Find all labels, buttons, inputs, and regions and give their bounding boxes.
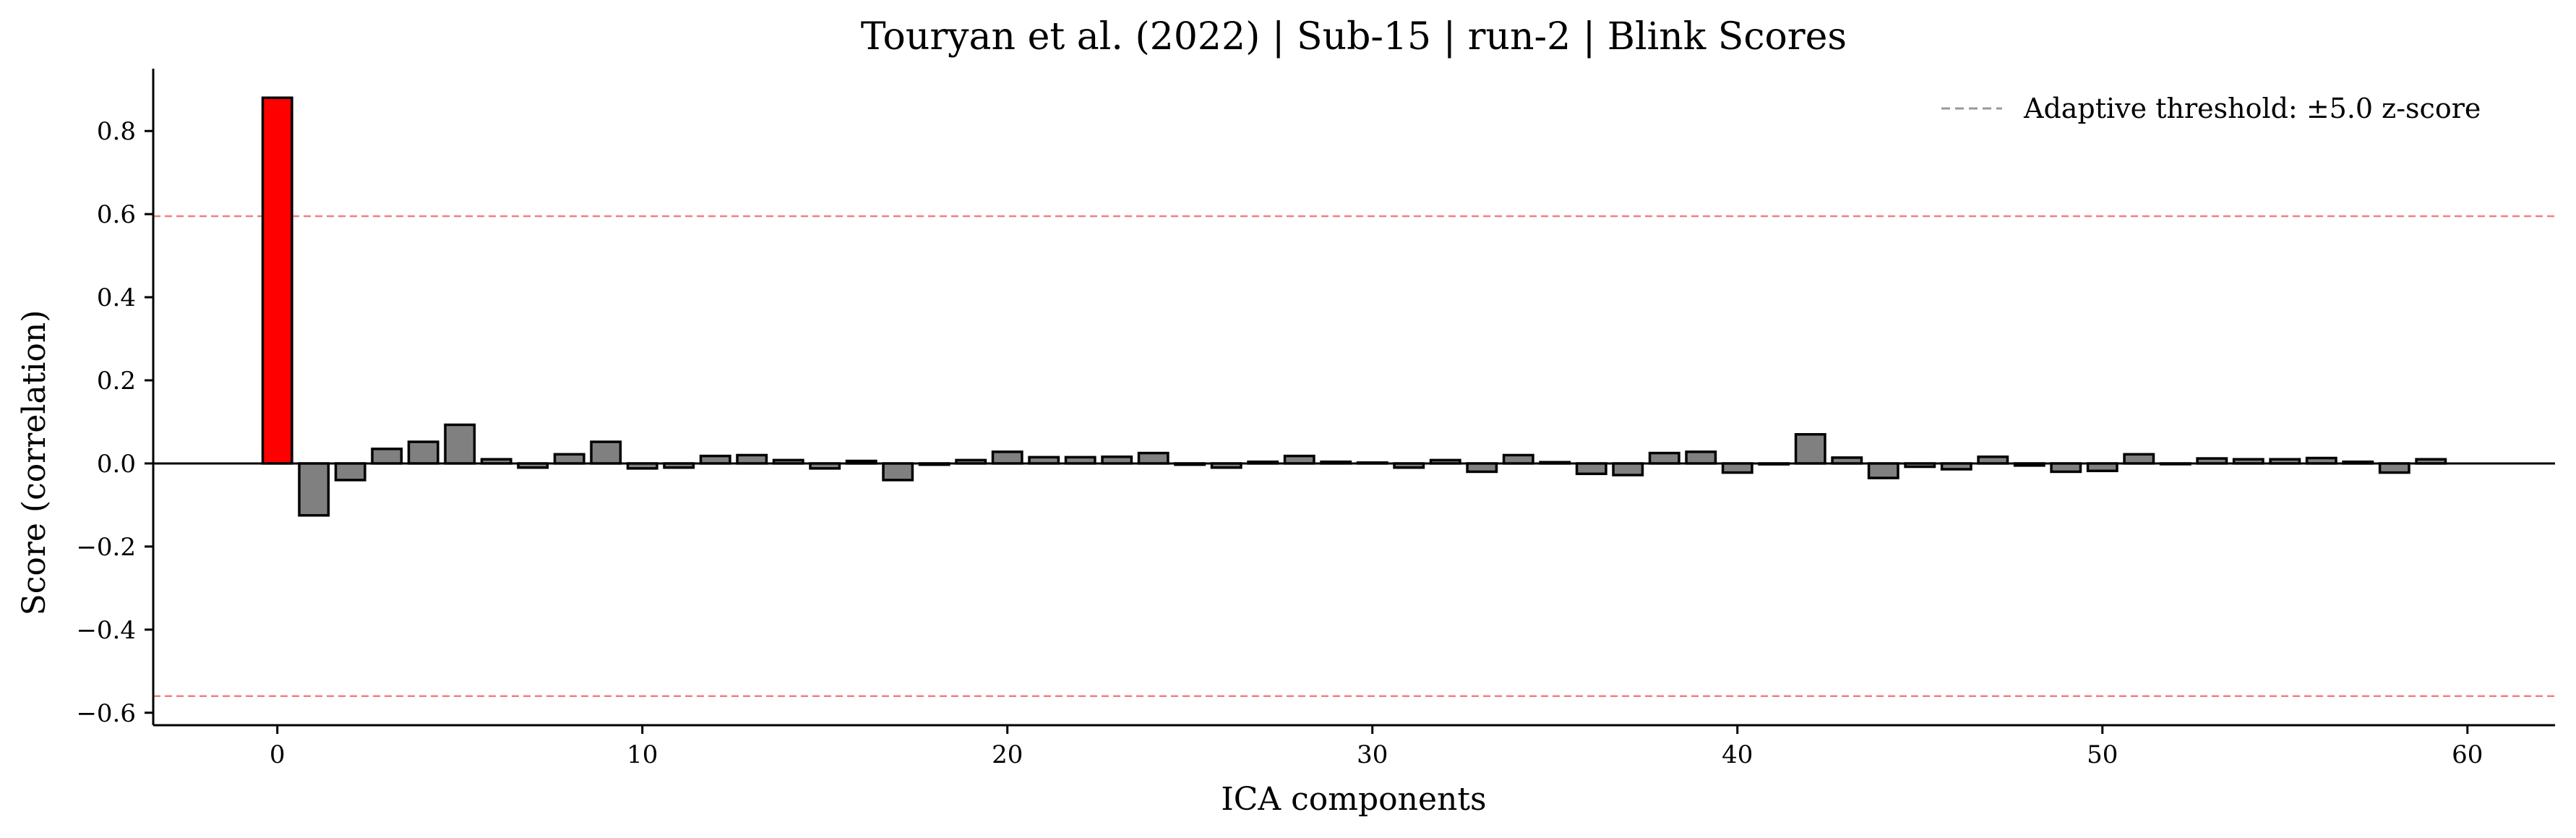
bar-component-51 <box>2123 453 2155 465</box>
bar-component-0 <box>261 96 293 465</box>
x-tick-label: 10 <box>627 740 658 769</box>
bar-component-36 <box>1575 462 1607 476</box>
bar-component-50 <box>2086 462 2118 473</box>
bar-component-49 <box>2050 462 2082 474</box>
y-axis-label: Score (correlation) <box>16 310 53 616</box>
x-tick-label: 20 <box>992 740 1023 769</box>
bar-component-33 <box>1466 462 1498 474</box>
plot-area: −0.6 −0.4 −0.2 0.0 0.2 0.4 0.6 0.8 0 10 20 30 40 50 60 <box>76 69 2555 769</box>
y-tick-label: 0.0 <box>97 450 136 479</box>
bar-component-4 <box>407 440 439 465</box>
bar-component-37 <box>1612 462 1644 476</box>
bar-component-42 <box>1794 432 1826 465</box>
bar-component-12 <box>699 454 731 465</box>
bar-component-1 <box>298 462 330 517</box>
bar-component-2 <box>334 462 366 482</box>
y-tick-label: −0.2 <box>76 533 136 562</box>
y-tick-label: −0.6 <box>76 699 136 728</box>
legend: Adaptive threshold: ±5.0 z-score <box>1941 93 2481 124</box>
bar-component-44 <box>1867 462 1899 479</box>
bar-component-3 <box>371 448 403 465</box>
x-tick-label: 0 <box>270 740 285 769</box>
y-tick-label: 0.8 <box>97 117 136 146</box>
bar-component-40 <box>1721 462 1753 474</box>
x-tick-label: 40 <box>1722 740 1753 769</box>
bar-component-34 <box>1502 453 1534 465</box>
bar-component-17 <box>882 462 914 482</box>
x-tick-label: 30 <box>1357 740 1388 769</box>
legend-label: Adaptive threshold: ±5.0 z-score <box>2023 93 2481 124</box>
x-tick-label: 60 <box>2452 740 2483 769</box>
bar-component-58 <box>2378 462 2410 474</box>
x-tick-label: 50 <box>2087 740 2118 769</box>
y-tick-label: 0.4 <box>97 283 136 312</box>
chart-title: Touryan et al. (2022) | Sub-15 | run-2 |… <box>861 15 1847 59</box>
bar-component-8 <box>553 453 585 465</box>
y-tick-label: 0.6 <box>97 200 136 229</box>
x-axis-label: ICA components <box>1221 781 1486 818</box>
bar-component-28 <box>1283 454 1315 465</box>
bar-component-39 <box>1685 450 1717 465</box>
bar-component-9 <box>590 440 622 465</box>
y-tick-label: 0.2 <box>97 367 136 396</box>
bar-component-5 <box>444 423 476 465</box>
bar-component-38 <box>1648 451 1680 465</box>
bar-component-24 <box>1137 451 1169 465</box>
y-tick-label: −0.4 <box>76 616 136 645</box>
bar-component-20 <box>991 450 1023 465</box>
bar-component-13 <box>736 453 768 465</box>
